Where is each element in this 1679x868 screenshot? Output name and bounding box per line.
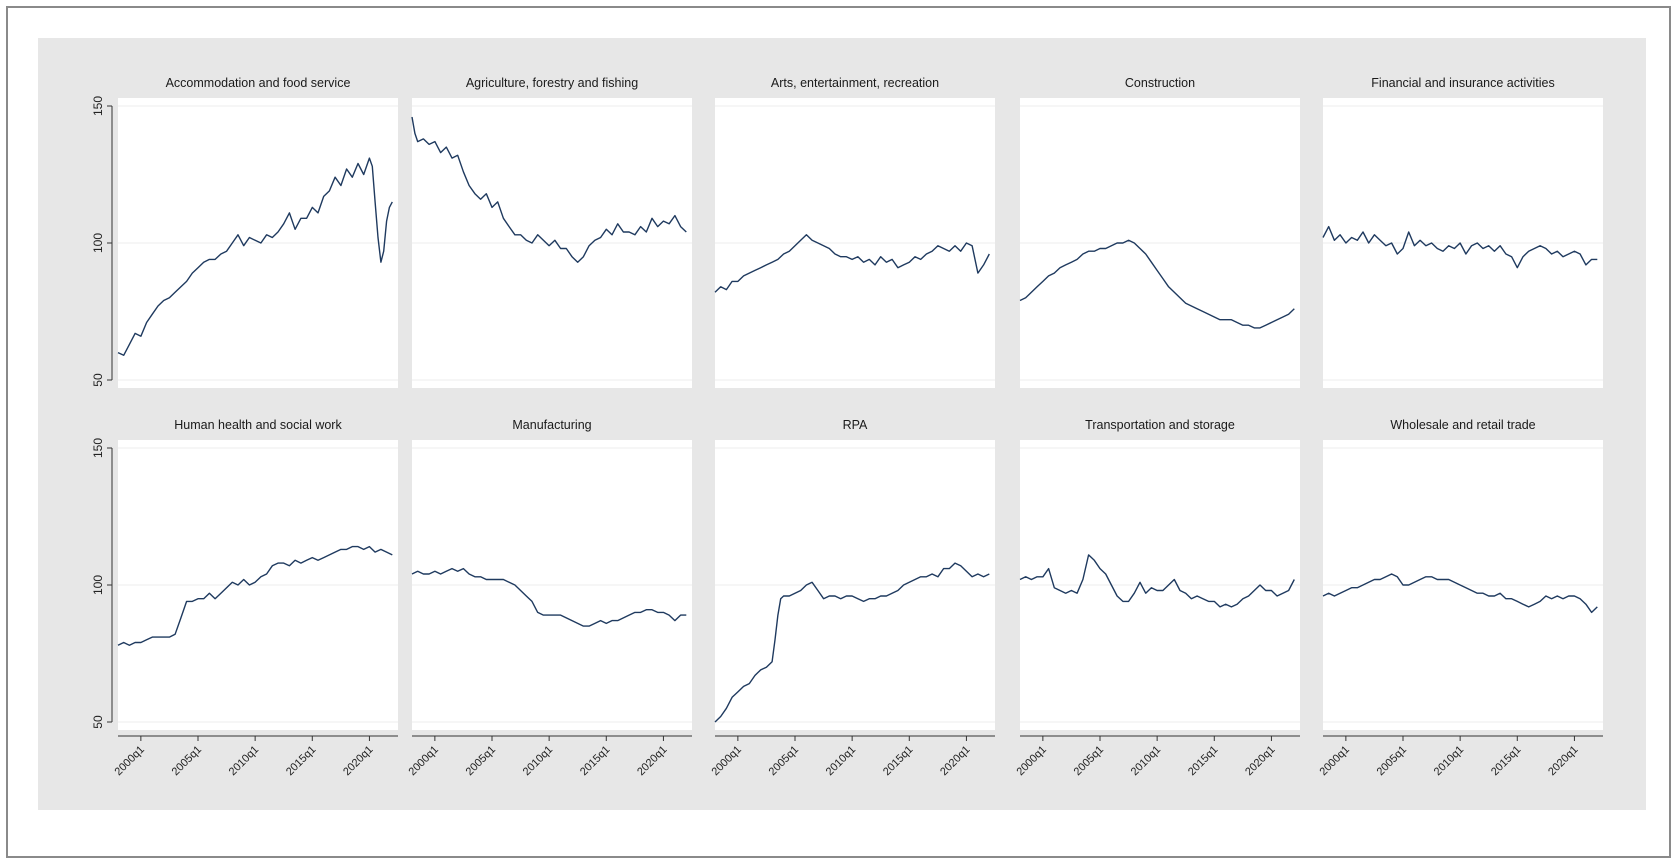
series-line [1019,554,1295,608]
panel-title: Financial and insurance activities [1371,76,1554,90]
x-tick-label: 2015q1 [578,744,612,778]
panel-3: Arts, entertainment, recreation [714,76,995,388]
panel-title: Human health and social work [174,418,342,432]
x-tick-label: 2015q1 [881,744,915,778]
x-tick-label: 2010q1 [824,744,858,778]
x-tick-label: 2000q1 [710,744,744,778]
panel-7: Manufacturing 2000q1 2005q1 2010q1 2015q1 202… [407,418,692,778]
x-tick-label: 2010q1 [1432,744,1466,778]
x-tick-label: 2020q1 [341,744,375,778]
series-line [411,116,687,263]
x-tick-label: 2015q1 [1186,744,1220,778]
series-line [714,234,990,293]
x-tick-label: 2000q1 [113,744,147,778]
x-tick-label: 2000q1 [1015,744,1049,778]
panel-2: Agriculture, forestry and fishing [411,76,692,388]
panel-5: Financial and insurance activities [1322,76,1603,388]
x-tick-label: 2020q1 [1546,744,1580,778]
x-tick-label: 2015q1 [1489,744,1523,778]
x-tick-label: 2020q1 [635,744,669,778]
panel-4: Construction [1019,76,1300,388]
panel-title: Accommodation and food service [166,76,351,90]
series-line [714,562,990,723]
x-tick-label: 2005q1 [1375,744,1409,778]
panel-1: Accommodation and food service 50 100 150 [91,76,398,388]
panel-8: RPA 2000q1 2005q1 2010q1 2015q1 2020q1 [710,418,995,778]
series-line [1322,225,1598,269]
y-tick-label: 100 [91,233,105,253]
panel-title: Wholesale and retail trade [1390,418,1535,432]
x-tick-label: 2020q1 [1243,744,1277,778]
series-line [1019,239,1295,329]
series-line [117,545,393,646]
series-line [1322,573,1598,614]
series-line [411,567,687,627]
y-tick-label: 150 [91,96,105,116]
y-tick-label: 150 [91,438,105,458]
x-tick-label: 2015q1 [284,744,318,778]
y-tick-label: 50 [91,373,105,387]
y-tick-label: 100 [91,575,105,595]
panel-title: Manufacturing [512,418,591,432]
x-tick-label: 2005q1 [1072,744,1106,778]
y-tick-label: 50 [91,715,105,729]
panel-9: Transportation and storage 2000q1 2005q1 20… [1015,418,1300,778]
panel-title: RPA [843,418,868,432]
panel-title: Construction [1125,76,1195,90]
panel-title: Agriculture, forestry and fishing [466,76,638,90]
x-tick-label: 2005q1 [464,744,498,778]
x-tick-label: 2020q1 [938,744,972,778]
panel-6: Human health and social work 50 100 150 2000… [91,418,398,778]
x-tick-label: 2000q1 [1318,744,1352,778]
x-tick-label: 2005q1 [767,744,801,778]
series-line [117,157,393,356]
panel-title: Transportation and storage [1085,418,1235,432]
x-tick-label: 2010q1 [1129,744,1163,778]
x-tick-label: 2010q1 [227,744,261,778]
x-tick-label: 2005q1 [170,744,204,778]
panel-title: Arts, entertainment, recreation [771,76,939,90]
panel-10: Wholesale and retail trade 2000q1 2005q1 20… [1318,418,1603,778]
x-tick-label: 2000q1 [407,744,441,778]
x-tick-label: 2010q1 [521,744,555,778]
